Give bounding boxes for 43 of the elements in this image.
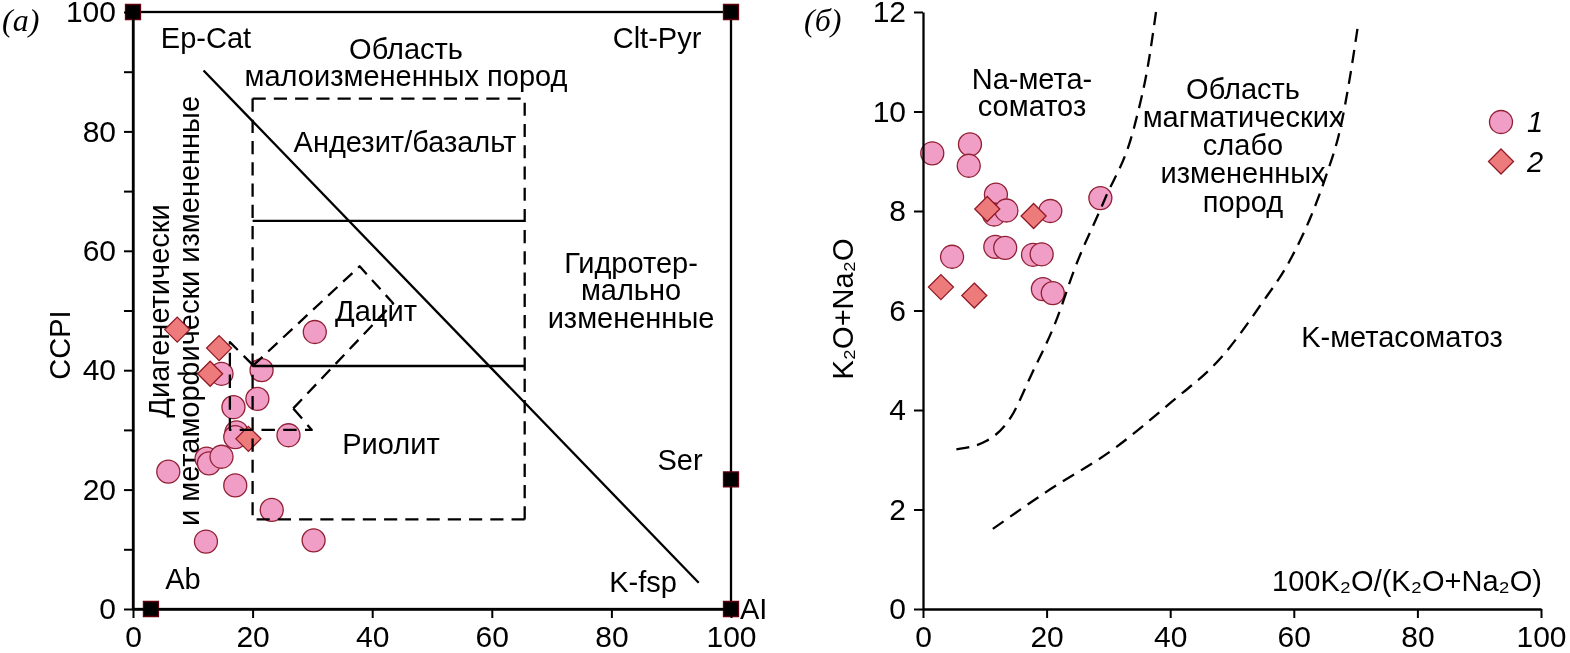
annotation: Ab	[165, 563, 201, 596]
x-tick-label: 40	[356, 620, 390, 653]
x-tick-label: 60	[475, 620, 509, 653]
annotation: Ser	[657, 444, 703, 477]
x-tick-label: 100	[1516, 620, 1567, 653]
y-tick-label: 8	[889, 194, 906, 228]
y-tick-label: 10	[872, 94, 906, 128]
annotation: Гидротер- мально измененные	[547, 246, 715, 334]
annotation: Диагенетически и метаморфически измененные	[143, 95, 206, 527]
y-tick-label: 20	[82, 472, 116, 506]
legend-label: 1	[1527, 106, 1544, 139]
x-tick-label: 40	[1154, 620, 1188, 653]
y-tick-label: 0	[889, 592, 906, 626]
annotation: Андезит/базальт	[293, 125, 517, 158]
y-tick-label: 60	[82, 233, 116, 267]
y-tick-label: 12	[872, 0, 906, 29]
y-tick-label: 100	[65, 0, 116, 29]
chart-title: (а)	[2, 2, 40, 38]
annotation: Риолит	[342, 428, 440, 461]
x-tick-label: 80	[1401, 620, 1435, 653]
y-axis-title: K₂O+Na₂O	[827, 238, 860, 380]
x-tick-label: 0	[125, 620, 142, 653]
x-axis-title: 100K₂O/(K₂O+Na₂O)	[1272, 565, 1542, 597]
annotation: Дацит	[335, 295, 417, 328]
annotation: Область магматических слабо измененных пород	[1142, 72, 1344, 218]
legend-label: 2	[1526, 145, 1544, 178]
y-tick-label: 4	[889, 393, 906, 427]
x-tick-label: 80	[595, 620, 629, 653]
annotation: K-метасоматоз	[1301, 321, 1503, 354]
x-tick-label: 60	[1277, 620, 1311, 653]
x-tick-label: 20	[1030, 620, 1064, 653]
chart-title: (б)	[804, 2, 842, 38]
y-tick-label: 0	[99, 592, 116, 626]
y-tick-label: 40	[82, 353, 116, 387]
y-axis-title: CCPI	[44, 310, 77, 380]
y-tick-label: 2	[889, 492, 906, 526]
x-tick-label: 20	[236, 620, 270, 653]
y-tick-label: 6	[889, 293, 906, 327]
annotation: K-fsp	[609, 566, 677, 599]
annotation: Clt-Pyr	[612, 22, 702, 55]
y-tick-label: 80	[82, 114, 116, 148]
annotation: Na-мета- соматоз	[971, 62, 1093, 122]
x-tick-label: 0	[915, 620, 932, 653]
